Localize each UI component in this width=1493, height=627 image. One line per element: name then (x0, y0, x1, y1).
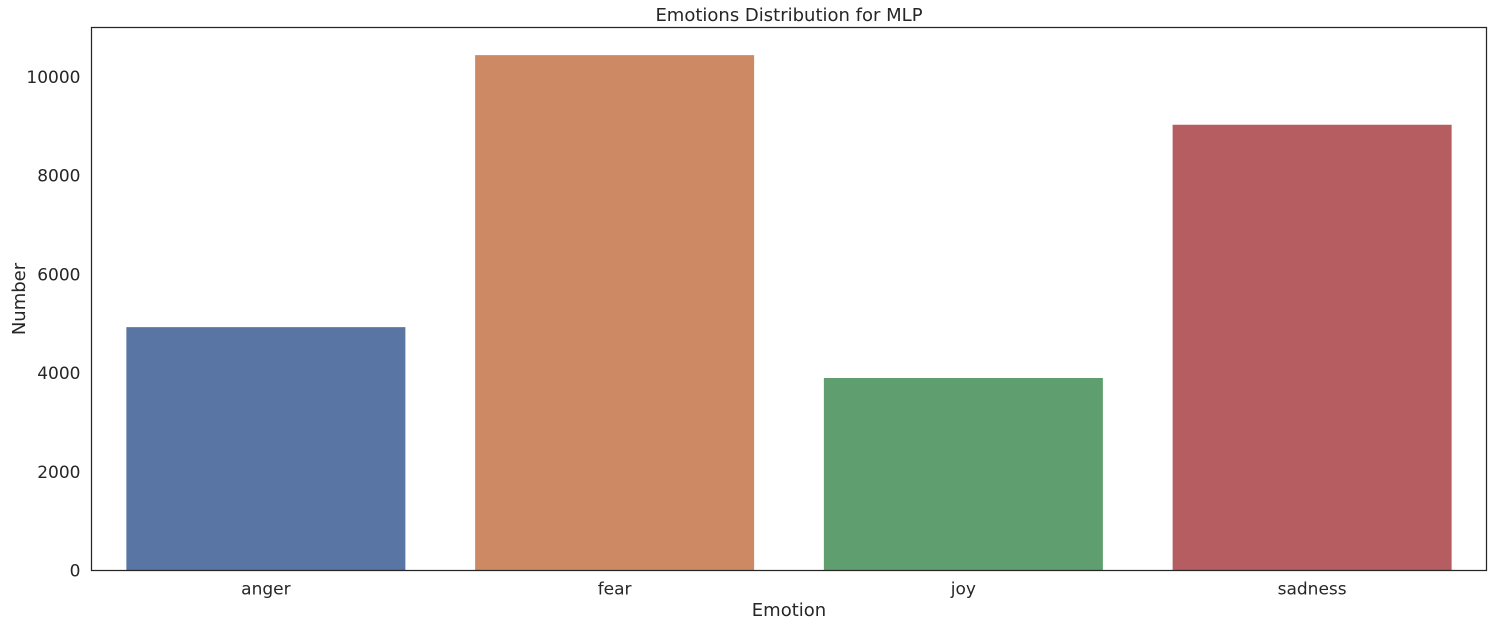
plot-frame (90, 26, 1488, 572)
bar-anger (126, 327, 406, 571)
bars-group (126, 55, 1452, 571)
y-ticks-group: 0 2000 4000 6000 8000 10000 (26, 68, 80, 582)
y-tick-label: 6000 (37, 265, 80, 285)
y-tick-label: 0 (70, 562, 81, 582)
bar-joy (823, 377, 1103, 571)
bar-fear (475, 55, 755, 571)
y-axis-label: Number (9, 262, 30, 335)
y-tick-label: 10000 (26, 68, 80, 88)
y-tick-label: 4000 (37, 364, 80, 384)
bar-sadness (1172, 124, 1452, 571)
x-tick-label: fear (598, 580, 632, 600)
y-tick-label: 2000 (37, 463, 80, 483)
x-axis-label: Emotion (752, 600, 826, 621)
x-tick-label: joy (950, 580, 976, 600)
x-tick-label: sadness (1278, 580, 1347, 600)
x-ticks-group: anger fear joy sadness (241, 580, 1347, 600)
y-tick-label: 8000 (37, 167, 80, 187)
x-tick-label: anger (241, 580, 290, 600)
chart-title: Emotions Distribution for MLP (655, 5, 922, 26)
